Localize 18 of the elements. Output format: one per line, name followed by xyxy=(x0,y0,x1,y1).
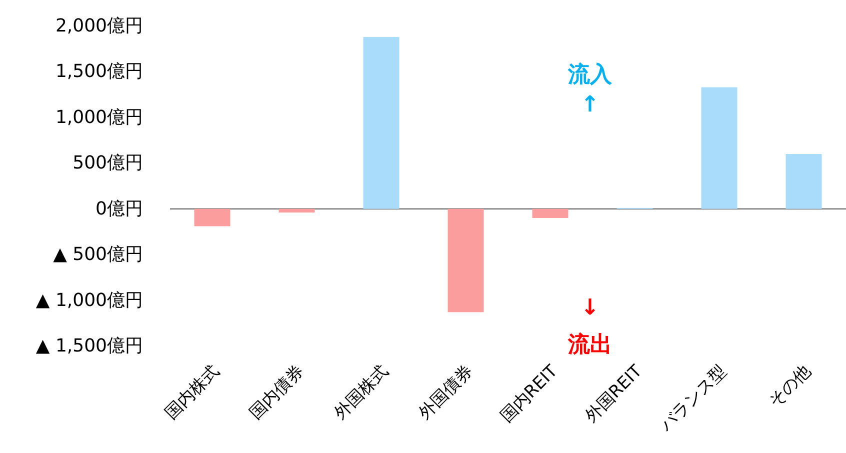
x-tick-label: その他 xyxy=(765,361,816,412)
y-tick-label: 0億円 xyxy=(96,198,143,220)
y-tick-label: 1,000億円 xyxy=(55,106,143,128)
annotation: 流出 xyxy=(567,332,612,358)
y-tick-label: 2,000億円 xyxy=(55,16,143,36)
x-tick-label: 国内株式 xyxy=(162,361,224,424)
annotation: ↑ xyxy=(580,92,600,118)
y-tick-label: ▲ 1,500億円 xyxy=(36,336,143,356)
annotation: ↓ xyxy=(580,296,600,320)
x-tick-label: 国内債券 xyxy=(246,361,308,424)
x-tick-label: 外国債券 xyxy=(415,361,478,424)
y-tick-label: ▲ 1,000億円 xyxy=(36,290,143,311)
y-tick-label: 500億円 xyxy=(72,152,143,174)
x-tick-label: 外国株式 xyxy=(330,361,393,424)
x-tick-label: バランス型 xyxy=(656,361,731,436)
annotation: 流入 xyxy=(567,62,613,88)
y-tick-label: 1,500億円 xyxy=(55,61,143,82)
y-tick-label: ▲ 500億円 xyxy=(53,244,143,266)
